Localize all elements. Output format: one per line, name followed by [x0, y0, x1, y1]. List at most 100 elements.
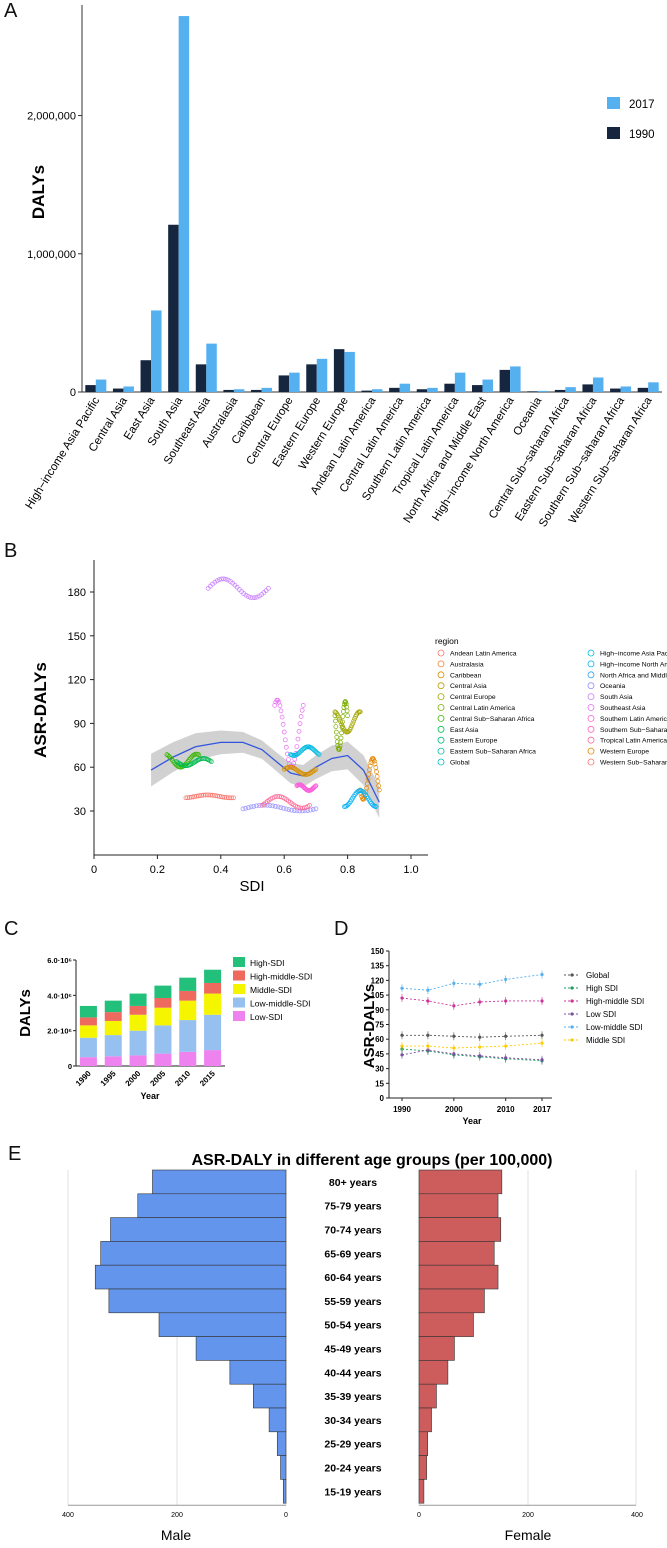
scatter-point — [300, 703, 306, 708]
age-group-label: 25-29 years — [324, 1439, 381, 1451]
series-point — [540, 1033, 544, 1037]
scatter-point — [308, 807, 313, 813]
legend-label: Middle-SDI — [250, 985, 292, 995]
series-point — [426, 1044, 430, 1048]
bar-2017 — [592, 377, 604, 392]
bar-1990 — [251, 389, 262, 392]
scatter-point — [334, 734, 340, 740]
legend-label: High−income Asia Pacific — [600, 651, 667, 658]
bar-1990 — [278, 375, 290, 392]
series-point — [400, 1033, 404, 1037]
stack-segment — [79, 1057, 97, 1066]
y-tick-label: 45 — [375, 1050, 384, 1059]
scatter-point — [352, 792, 358, 797]
series-point — [504, 1044, 508, 1048]
stack-segment — [179, 1051, 197, 1066]
legend-label: Global — [450, 760, 470, 767]
scatter-point — [365, 776, 371, 782]
scatter-point — [184, 760, 190, 766]
scatter-point — [273, 804, 278, 809]
scatter-point — [315, 751, 321, 757]
scatter-point — [166, 754, 172, 759]
x-tick-label: 0 — [417, 1512, 421, 1519]
series-point — [426, 1033, 430, 1037]
scatter-point — [243, 805, 249, 811]
legend-marker — [437, 693, 445, 701]
chart-d-asr-trends: 0 15 30 45 60 75 90 105 120 135 150 1990 2000 2010 201… — [361, 947, 644, 1126]
panel-e-letter: E — [8, 1143, 22, 1165]
scatter-point — [370, 756, 376, 761]
scatter-point — [313, 766, 319, 772]
legend-marker — [437, 671, 445, 679]
bar-1990 — [140, 360, 152, 392]
male-bar — [276, 1431, 287, 1456]
scatter-point — [341, 705, 347, 710]
x-tick-label: 0 — [284, 1512, 288, 1519]
series-point — [452, 1046, 456, 1050]
series-point — [478, 1000, 482, 1004]
scatter-point — [208, 792, 213, 798]
legend-marker — [437, 747, 445, 755]
x-tick-label: 1990 — [393, 1105, 411, 1114]
stack-segment — [79, 1037, 97, 1058]
legend-label: Australasia — [450, 661, 484, 668]
bar-2017 — [510, 366, 521, 392]
scatter-point — [168, 755, 173, 761]
scatter-point — [342, 699, 348, 704]
male-bar — [94, 1264, 287, 1290]
scatter-point — [291, 761, 297, 766]
scatter-point — [297, 808, 303, 814]
male-bar — [253, 1383, 287, 1409]
x-tick-label: 400 — [631, 1512, 643, 1519]
scatter-point — [352, 716, 357, 722]
stack-segment — [104, 1035, 122, 1057]
bar-1990 — [361, 390, 372, 392]
series-point — [426, 999, 430, 1003]
bar-2017 — [620, 386, 632, 392]
bar-1990 — [112, 388, 124, 392]
scatter-point — [248, 595, 253, 600]
legend-marker — [437, 725, 445, 733]
female-bar — [418, 1336, 455, 1361]
y-tick-label: 150 — [68, 631, 86, 643]
y-tick-label: 135 — [371, 962, 385, 971]
legend-marker — [587, 736, 595, 744]
scatter-point — [183, 795, 189, 801]
y-tick-label: 75 — [375, 1021, 384, 1030]
scatter-point — [312, 784, 317, 790]
legend-marker — [587, 758, 595, 766]
series-point — [400, 986, 404, 990]
legend-marker — [437, 649, 445, 657]
bar-1990 — [333, 349, 345, 392]
age-group-label: 70-74 years — [324, 1225, 381, 1237]
stack-segment — [104, 1000, 122, 1013]
series-point — [540, 972, 544, 977]
y-axis-title: ASR-DALYs — [361, 984, 378, 1068]
scatter-point — [374, 774, 380, 779]
scatter-point — [215, 793, 220, 799]
x-tick-label: 0 — [91, 864, 97, 876]
x-tick-label: 2000 — [124, 1069, 143, 1088]
bar-1990 — [637, 387, 649, 392]
bar-1990 — [195, 364, 207, 392]
scatter-point — [231, 795, 236, 801]
scatter-point — [333, 718, 338, 724]
x-tick-label: High−income Asia Pacific — [24, 395, 103, 511]
y-axis-title: DALYs — [17, 989, 34, 1037]
age-group-label: 50-54 years — [324, 1320, 381, 1332]
legend-label: 2017 — [629, 99, 655, 111]
x-tick-label: 0.2 — [150, 864, 165, 876]
scatter-point — [343, 701, 349, 707]
stack-segment — [204, 993, 222, 1015]
scatter-point — [313, 806, 319, 812]
legend-marker — [437, 736, 445, 744]
legend-label: Low-middle SDI — [586, 1023, 642, 1032]
bar-1990 — [582, 384, 593, 392]
male-bar — [158, 1312, 287, 1337]
series-line — [401, 1049, 543, 1061]
series-point — [400, 1053, 404, 1057]
y-tick-label: 6.0·10⁶ — [47, 956, 72, 965]
scatter-point — [308, 770, 314, 775]
legend-label: Southern Sub−Saharan Africa — [600, 727, 667, 734]
scatter-point — [357, 709, 363, 715]
